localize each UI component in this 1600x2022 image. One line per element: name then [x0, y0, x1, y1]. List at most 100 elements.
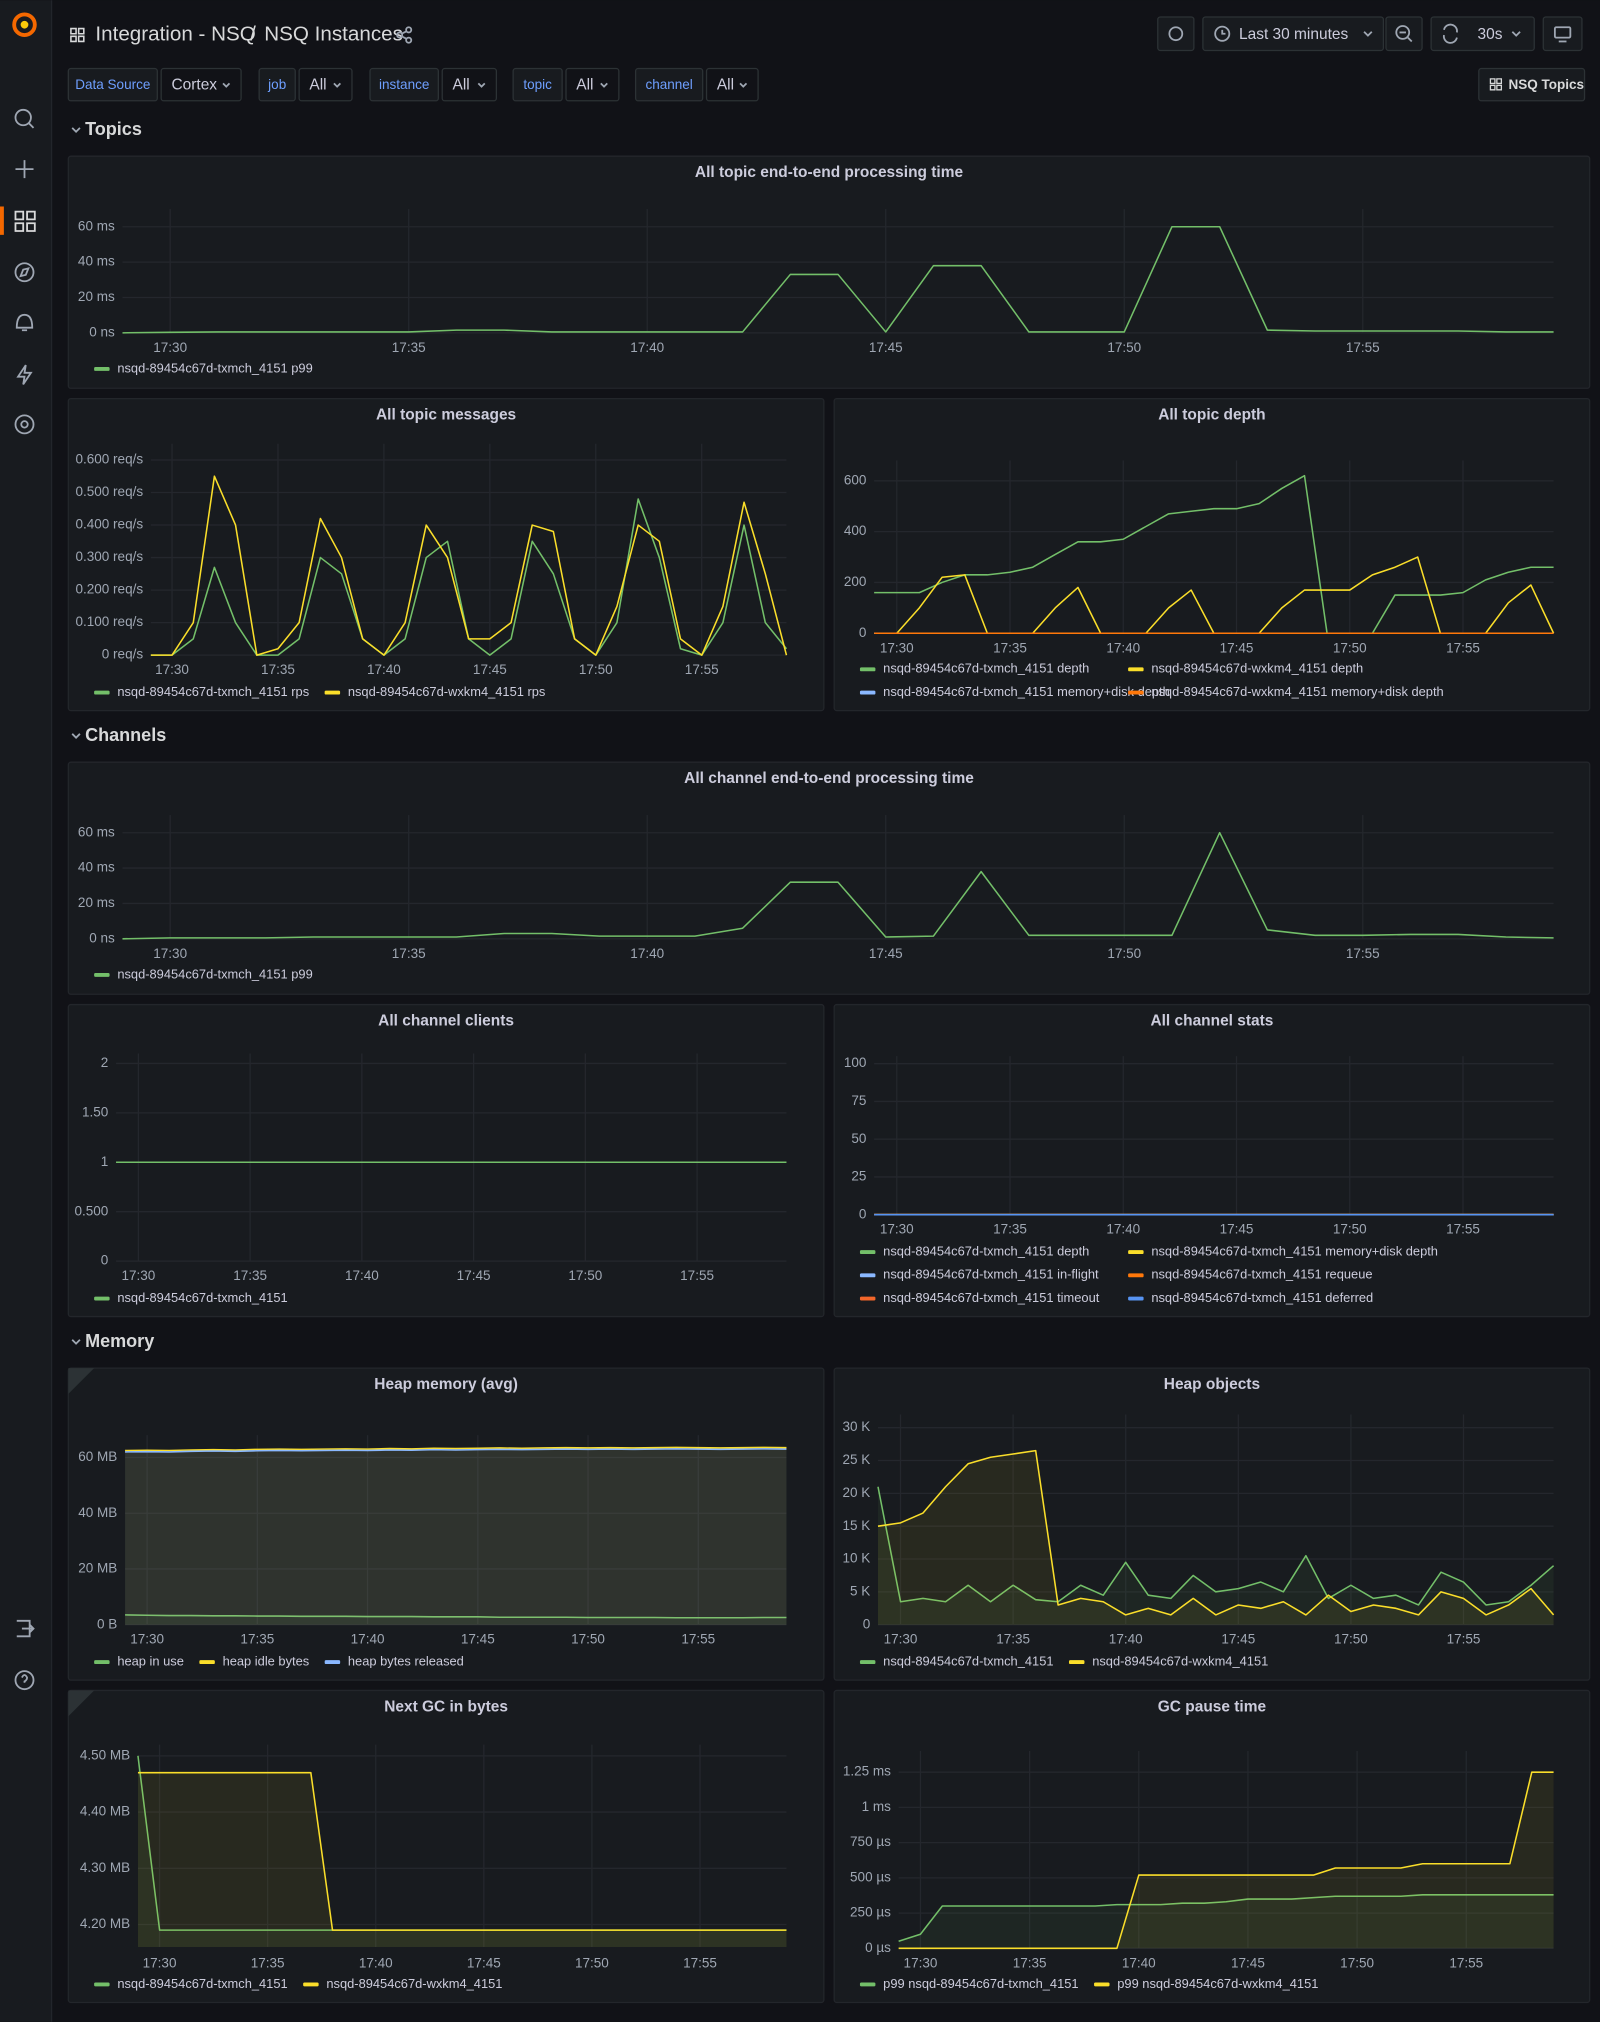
legend-swatch[interactable] — [94, 1982, 110, 1987]
legend-swatch[interactable] — [859, 1250, 876, 1255]
row-chevron[interactable] — [71, 1339, 81, 1345]
panel-title[interactable]: All topic messages — [376, 406, 516, 423]
help-icon[interactable] — [14, 1670, 35, 1691]
legend-swatch[interactable] — [1068, 1660, 1085, 1665]
legend-swatch[interactable] — [859, 1296, 876, 1301]
panel-title[interactable]: All topic end-to-end processing time — [695, 164, 964, 181]
legend-swatch[interactable] — [324, 690, 341, 695]
legend-swatch[interactable] — [94, 367, 110, 371]
folder-title[interactable]: Integration - NSQ — [95, 22, 255, 45]
legend-swatch[interactable] — [1128, 667, 1144, 672]
legend-label[interactable]: nsqd-89454c67d-txmch_4151 requeue — [1151, 1267, 1372, 1282]
variable-value[interactable]: All — [453, 76, 470, 93]
legend-label[interactable]: nsqd-89454c67d-wxkm4_4151 — [326, 1976, 502, 1991]
legend-swatch[interactable] — [859, 667, 876, 672]
variable-select[interactable] — [705, 67, 759, 102]
x-tick-label: 17:30 — [904, 1955, 938, 1970]
refresh-picker[interactable] — [1430, 16, 1535, 52]
panel-title[interactable]: GC pause time — [1158, 1698, 1267, 1715]
panel-title[interactable]: Next GC in bytes — [384, 1698, 508, 1715]
panel-title[interactable]: Heap memory (avg) — [374, 1376, 518, 1393]
row-title[interactable]: Topics — [85, 119, 142, 139]
time-picker[interactable] — [1202, 16, 1385, 52]
legend-swatch[interactable] — [859, 1982, 876, 1987]
legend-swatch[interactable] — [94, 1296, 110, 1301]
create-icon[interactable] — [15, 160, 34, 179]
legend-label[interactable]: nsqd-89454c67d-txmch_4151 deferred — [1151, 1290, 1373, 1305]
dashboard-title[interactable]: NSQ Instances — [264, 22, 403, 45]
link-button[interactable] — [1478, 67, 1586, 102]
legend-label[interactable]: heap idle bytes — [223, 1653, 310, 1668]
legend-swatch[interactable] — [1128, 1250, 1144, 1255]
dashboard-icon — [70, 27, 85, 43]
legend-swatch[interactable] — [303, 1982, 319, 1987]
legend-swatch[interactable] — [94, 972, 110, 977]
legend-swatch[interactable] — [1128, 1296, 1144, 1301]
panel-title[interactable]: All topic depth — [1158, 406, 1265, 423]
settings-icon[interactable] — [14, 414, 35, 435]
legend-swatch[interactable] — [1128, 1273, 1144, 1278]
variable-select[interactable] — [298, 67, 353, 102]
legend-swatch[interactable] — [1094, 1982, 1110, 1987]
row-title[interactable]: Memory — [85, 1331, 154, 1351]
sign-in-icon[interactable] — [16, 1619, 35, 1638]
search-icon[interactable] — [14, 108, 32, 127]
legend-label[interactable]: nsqd-89454c67d-wxkm4_4151 rps — [348, 684, 546, 699]
legend-swatch[interactable] — [94, 690, 110, 695]
row-title[interactable]: Channels — [85, 725, 166, 745]
legend-label[interactable]: nsqd-89454c67d-txmch_4151 depth — [883, 1244, 1089, 1259]
y-tick-label: 20 MB — [78, 1561, 117, 1576]
legend-swatch[interactable] — [859, 690, 876, 695]
variable-select[interactable] — [441, 67, 498, 102]
legend-label[interactable]: heap in use — [117, 1653, 184, 1668]
legend-label[interactable]: nsqd-89454c67d-txmch_4151 depth — [883, 661, 1089, 676]
legend-label[interactable]: nsqd-89454c67d-txmch_4151 rps — [117, 684, 309, 699]
legend-label[interactable]: nsqd-89454c67d-txmch_4151 in-flight — [883, 1267, 1099, 1282]
variable-value[interactable]: All — [576, 76, 593, 93]
plugins-icon[interactable] — [16, 364, 33, 385]
panel-title[interactable]: All channel stats — [1150, 1012, 1273, 1029]
legend-swatch[interactable] — [859, 1660, 876, 1665]
legend-swatch[interactable] — [859, 1273, 876, 1278]
panel-title[interactable]: All channel clients — [378, 1012, 514, 1029]
dashboards-icon[interactable] — [14, 210, 36, 232]
row-chevron[interactable] — [71, 733, 81, 739]
legend-label[interactable]: nsqd-89454c67d-txmch_4151 — [117, 1976, 287, 1991]
legend-swatch[interactable] — [199, 1660, 215, 1665]
zoom-out-button[interactable] — [1385, 16, 1423, 52]
row-chevron[interactable] — [71, 127, 81, 133]
legend-label[interactable]: heap bytes released — [348, 1653, 464, 1668]
legend-label[interactable]: nsqd-89454c67d-txmch_4151 — [883, 1653, 1053, 1668]
variable-value[interactable]: Cortex — [171, 76, 217, 93]
x-tick-label: 17:35 — [240, 1632, 274, 1647]
variable-select[interactable] — [160, 67, 242, 102]
legend-label[interactable]: nsqd-89454c67d-txmch_4151 memory+disk de… — [1151, 1244, 1438, 1259]
panel-title[interactable]: All channel end-to-end processing time — [684, 770, 974, 787]
legend-label[interactable]: nsqd-89454c67d-txmch_4151 p99 — [117, 360, 312, 375]
legend-swatch[interactable] — [324, 1660, 341, 1665]
x-tick-label: 17:45 — [1220, 640, 1254, 655]
panel-title[interactable]: Heap objects — [1164, 1376, 1260, 1393]
settings-button[interactable] — [1157, 16, 1195, 52]
variable-value[interactable]: All — [717, 76, 734, 93]
legend-label[interactable]: p99 nsqd-89454c67d-wxkm4_4151 — [1117, 1976, 1318, 1991]
legend-label[interactable]: nsqd-89454c67d-txmch_4151 memory+disk de… — [883, 684, 1170, 699]
tv-button[interactable] — [1542, 16, 1583, 52]
share-icon[interactable] — [396, 26, 413, 44]
link-label[interactable]: NSQ Topics — [1508, 77, 1584, 92]
legend-label[interactable]: nsqd-89454c67d-wxkm4_4151 memory+disk de… — [1151, 684, 1443, 699]
explore-icon[interactable] — [14, 262, 35, 283]
logo[interactable] — [12, 12, 37, 37]
variable-select[interactable] — [565, 67, 620, 102]
legend-label[interactable]: nsqd-89454c67d-txmch_4151 — [117, 1290, 287, 1305]
legend-label[interactable]: nsqd-89454c67d-wxkm4_4151 — [1092, 1653, 1268, 1668]
legend-label[interactable]: p99 nsqd-89454c67d-txmch_4151 — [883, 1976, 1078, 1991]
legend-swatch[interactable] — [94, 1660, 110, 1665]
legend-label[interactable]: nsqd-89454c67d-wxkm4_4151 depth — [1151, 661, 1363, 676]
alerting-icon[interactable] — [15, 313, 34, 332]
variable-value[interactable]: All — [309, 76, 326, 93]
legend-label[interactable]: nsqd-89454c67d-txmch_4151 p99 — [117, 966, 312, 981]
legend-swatch[interactable] — [1128, 690, 1144, 695]
legend-label[interactable]: nsqd-89454c67d-txmch_4151 timeout — [883, 1290, 1100, 1305]
